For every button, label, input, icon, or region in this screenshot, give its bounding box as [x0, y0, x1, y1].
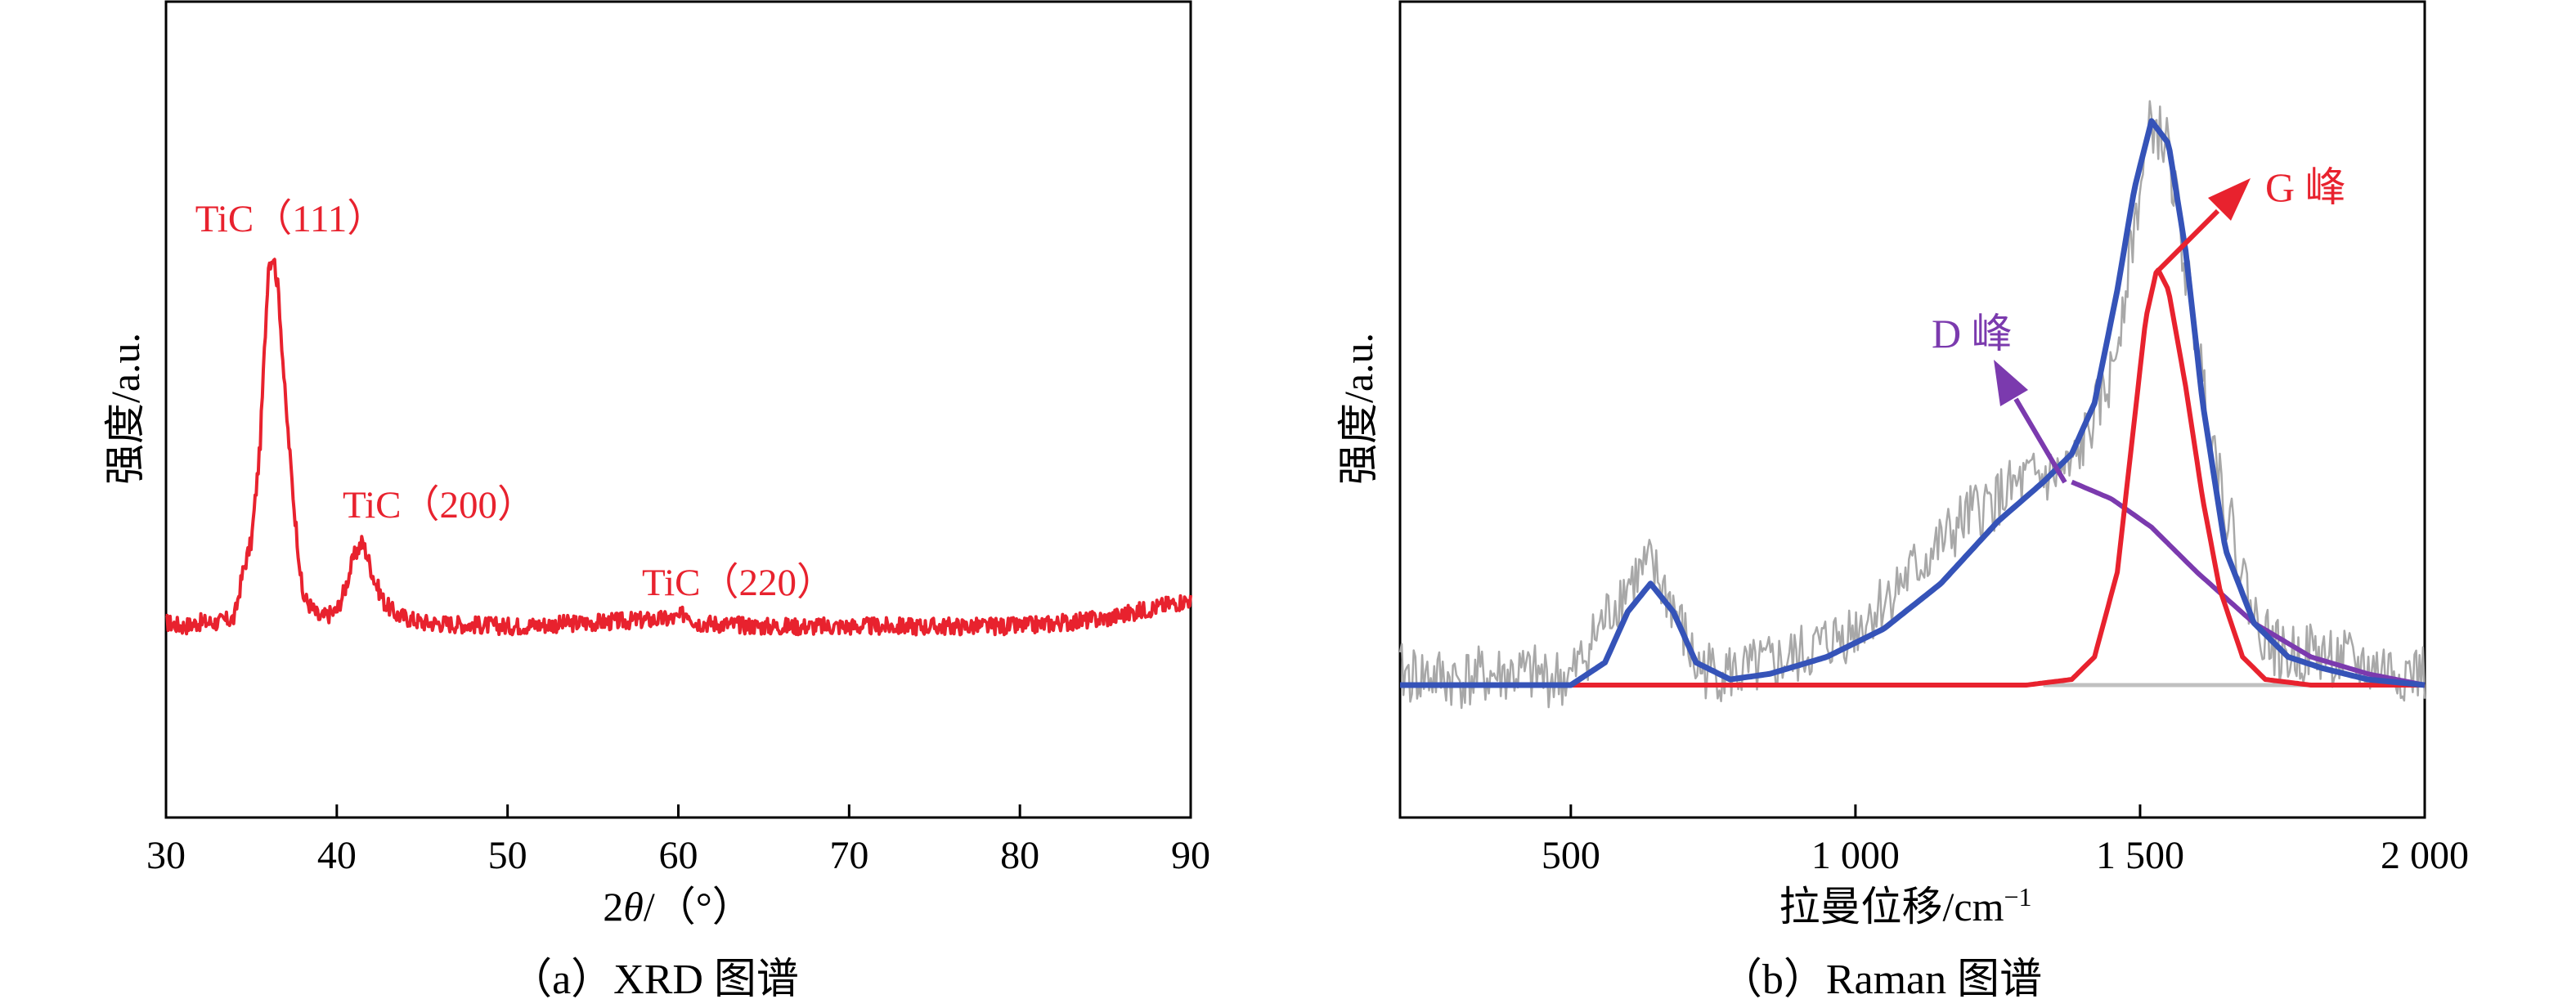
xrd-annotation-111: TiC（111）	[195, 198, 385, 240]
xrd-annotation-200: TiC（200）	[343, 484, 536, 526]
xrd-tick-label-30: 30	[146, 834, 186, 877]
raman-tick-label-1500: 1 500	[2096, 834, 2184, 877]
raman-plot-frame	[1398, 0, 2426, 819]
xrd-plot-frame	[164, 0, 1192, 819]
xrd-tick-label-60: 60	[659, 834, 698, 877]
d-peak-label: D 峰	[1932, 311, 2013, 356]
raman-tick-label-500: 500	[1542, 834, 1600, 877]
d-peak-arrow	[1994, 360, 2067, 484]
xrd-series-layer	[165, 258, 1192, 637]
raman-panel-caption: （b）Raman 图谱	[1720, 956, 2042, 1003]
raman-y-axis-label: 强度/a.u.	[1335, 333, 1381, 485]
g-peak-arrow	[2156, 178, 2251, 272]
xrd-series-line	[165, 258, 1192, 637]
raman-tick-label-1000: 1 000	[1811, 834, 1900, 877]
g-peak-label: G 峰	[2265, 164, 2346, 210]
xrd-x-ticks: 30 40 50 60 70 80 90	[146, 804, 1210, 877]
raman-x-ticks: 500 1 000 1 500 2 000	[1542, 804, 2469, 877]
xrd-annotation-220: TiC（220）	[642, 562, 835, 604]
raman-total-fit-line	[1399, 118, 2426, 688]
raman-series-layer	[1398, 100, 2426, 710]
raman-D-fit-line	[2071, 479, 2426, 688]
xrd-panel: 30 40 50 60 70 80 90 TiC（111） TiC（200） TiC（220…	[102, 0, 1210, 1003]
xrd-tick-label-80: 80	[1000, 834, 1039, 877]
xrd-annotations: TiC（111） TiC（200） TiC（220）	[195, 198, 835, 604]
xrd-tick-label-90: 90	[1171, 834, 1210, 877]
xrd-y-axis-label: 强度/a.u.	[102, 333, 148, 485]
xrd-tick-label-40: 40	[317, 834, 357, 877]
xrd-tick-label-50: 50	[488, 834, 527, 877]
xrd-panel-caption: （a）XRD 图谱	[509, 956, 799, 1003]
raman-x-axis-label: 拉曼位移/cm−1	[1779, 882, 2031, 930]
xrd-tick-label-70: 70	[829, 834, 868, 877]
xrd-x-axis-label: 2θ/（°）	[603, 884, 752, 930]
raman-tick-label-2000: 2 000	[2381, 834, 2469, 877]
raman-panel: 500 1 000 1 500 2 000 G 峰 D 峰 强度/a.u. 拉曼位移/…	[1335, 0, 2469, 1003]
raman-G-fit-line	[1399, 267, 2426, 688]
